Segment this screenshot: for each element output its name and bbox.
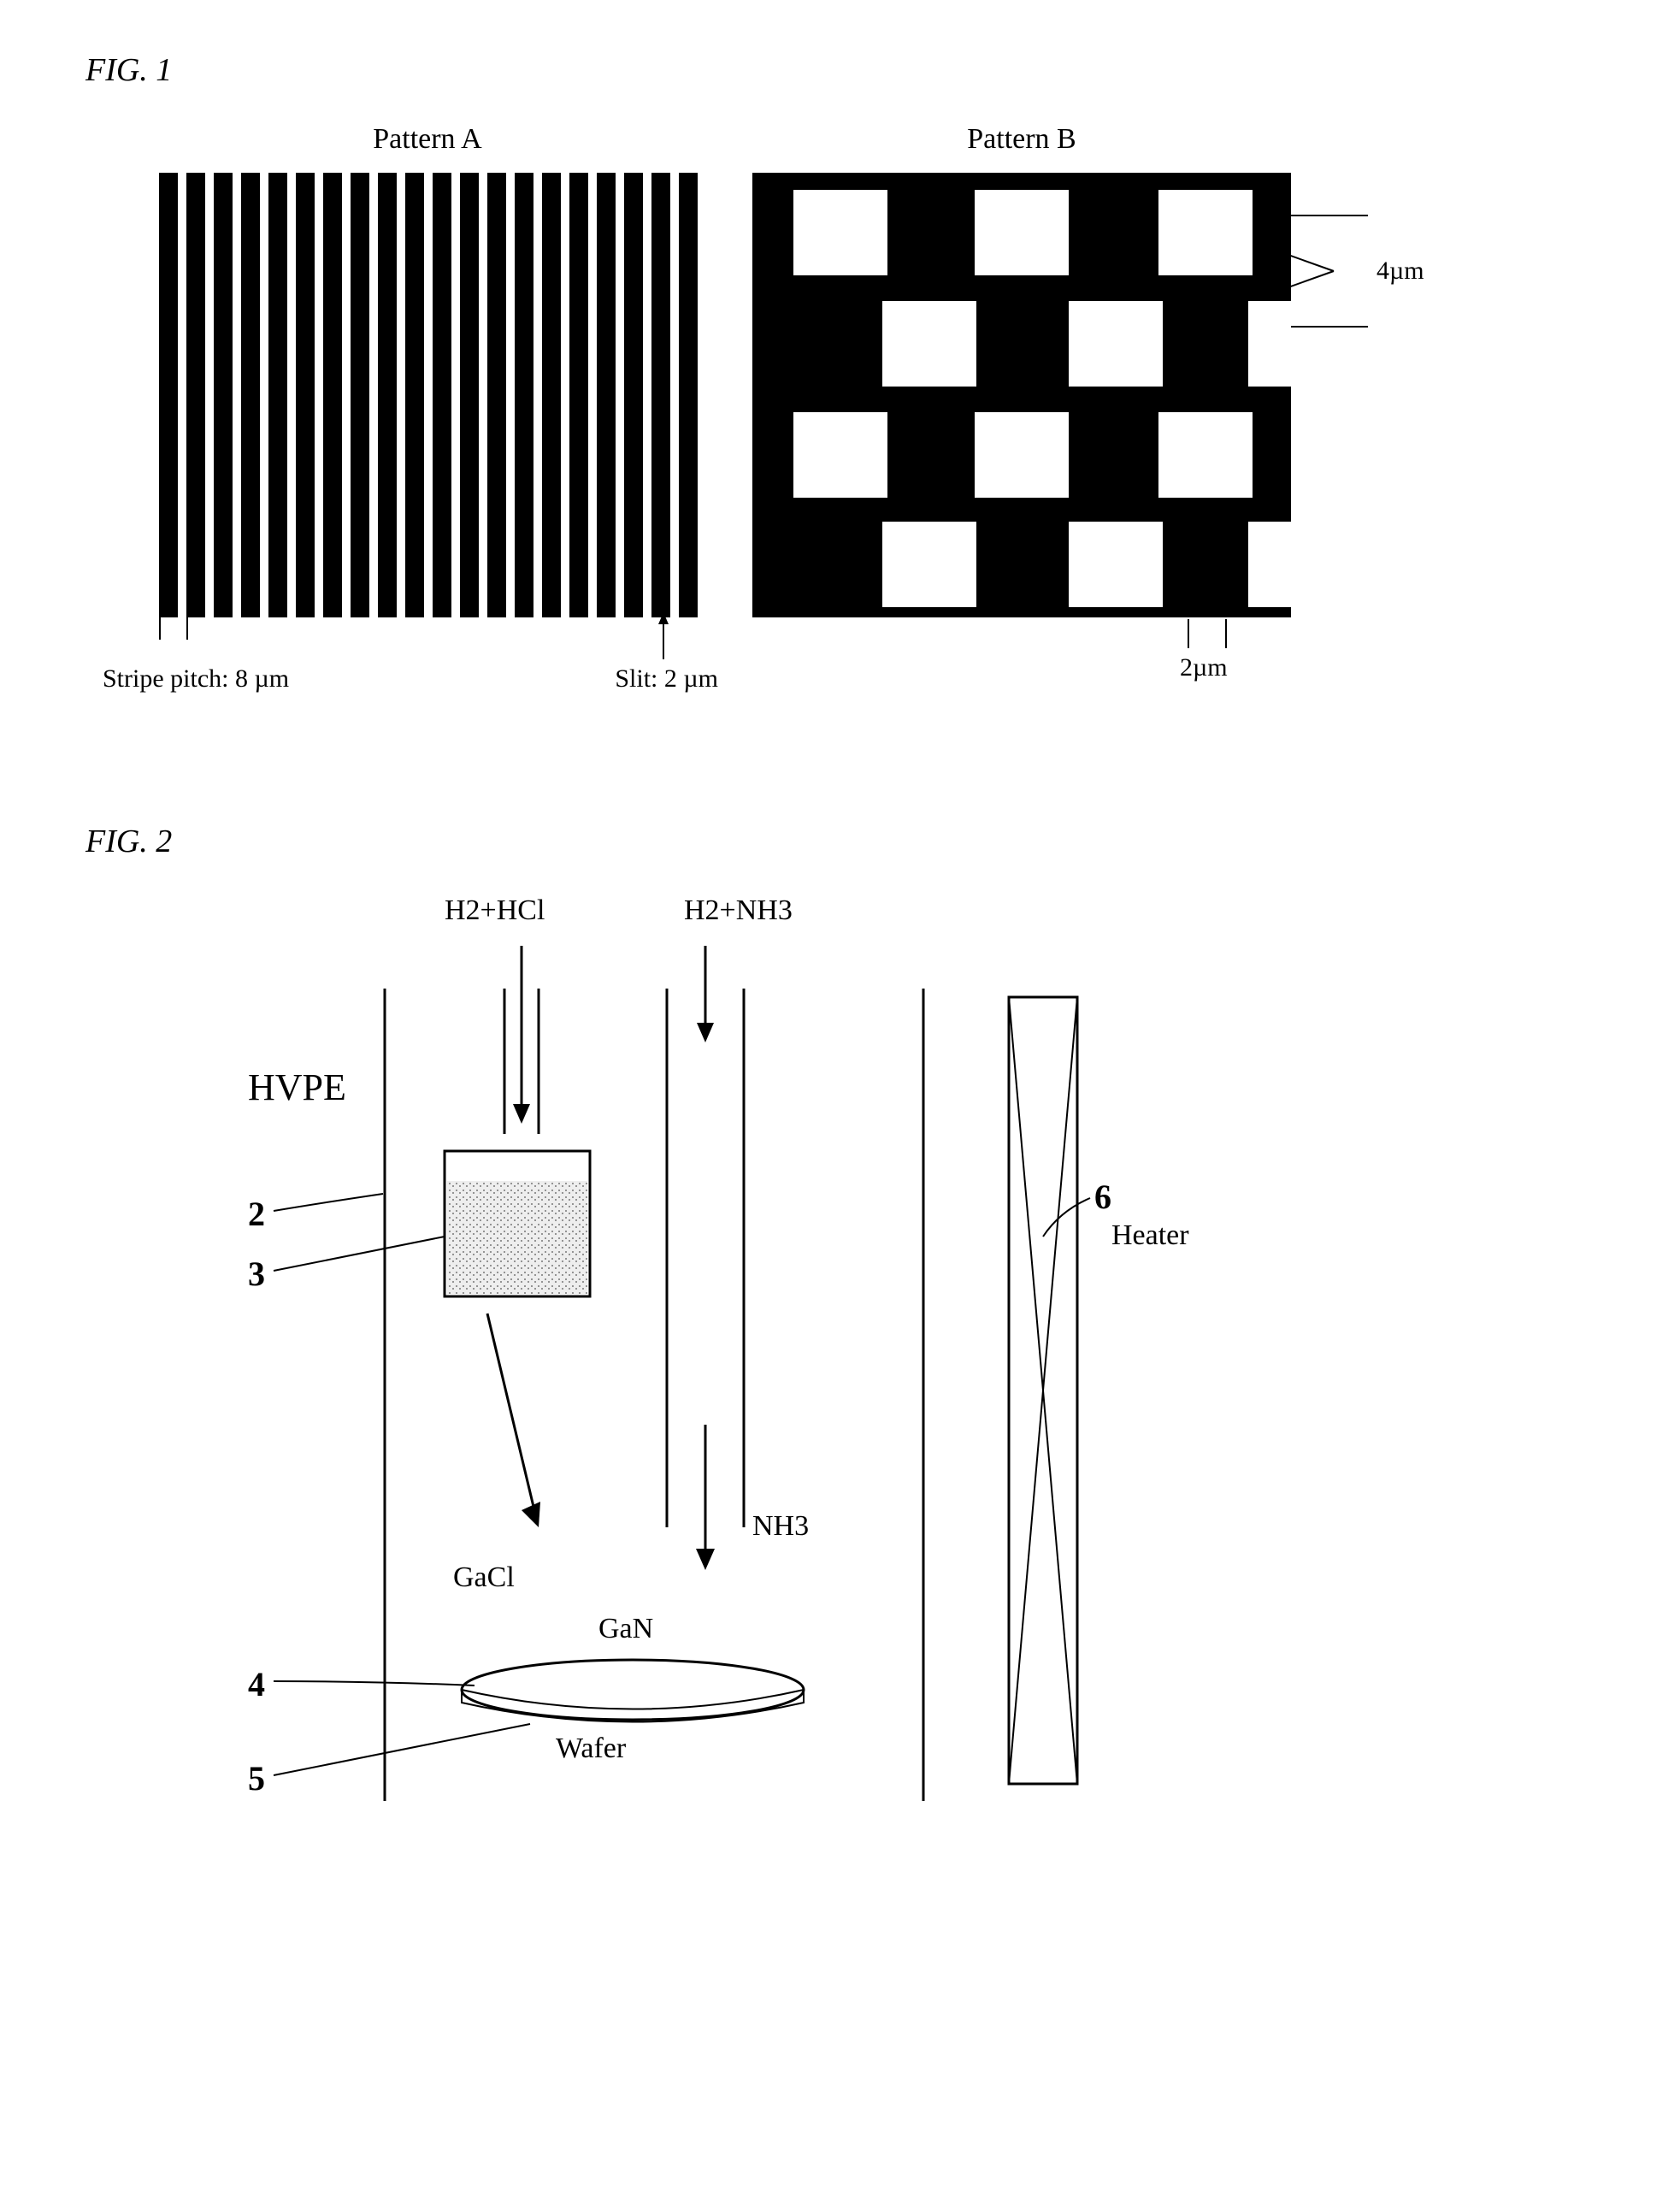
- dim-2um: 2µm: [1180, 653, 1228, 682]
- pattern-b-square: [975, 190, 1069, 275]
- pattern-b-square: [793, 412, 887, 498]
- figure-1: FIG. 1 Pattern A Stripe pitch: 8 µm: [85, 51, 1595, 720]
- wafer-label: Wafer: [556, 1733, 626, 1765]
- callout-4: 4: [248, 1664, 265, 1704]
- method-label: HVPE: [248, 1066, 346, 1109]
- pattern-b-bottom-dim: 2µm: [1180, 623, 1351, 678]
- heater-label: Heater: [1111, 1219, 1189, 1252]
- pattern-b-right-dim: 4µm: [1300, 207, 1471, 382]
- gan-label: GaN: [598, 1613, 653, 1645]
- dim-4um: 4µm: [1376, 257, 1424, 286]
- fig2-diagram: [188, 894, 1385, 1852]
- gas1-label: H2+HCl: [445, 894, 545, 927]
- slit-arrow: [646, 612, 681, 668]
- pattern-b-square: [882, 301, 976, 387]
- pattern-b-square: [1069, 522, 1163, 607]
- fig2-content: H2+HCl H2+NH3 HVPE 2 3 4 5 6 GaCl NH3 Ga…: [85, 894, 1595, 1852]
- pattern-a-column: Pattern A Stripe pitch: 8 µm Slit:: [154, 123, 701, 720]
- callout-3: 3: [248, 1254, 265, 1294]
- nh3-label: NH3: [752, 1510, 809, 1543]
- pattern-b-title: Pattern B: [967, 123, 1076, 156]
- pattern-b-square: [1158, 412, 1253, 498]
- pitch-ticks: [159, 614, 210, 648]
- pattern-a-annotations: Stripe pitch: 8 µm Slit: 2 µm: [154, 617, 701, 720]
- pattern-b-square: [1248, 522, 1291, 607]
- callout-6: 6: [1094, 1177, 1111, 1217]
- fig2-label: FIG. 2: [85, 823, 1595, 860]
- pattern-b-square: [1069, 301, 1163, 387]
- pattern-b-square: [882, 522, 976, 607]
- gas2-label: H2+NH3: [684, 894, 793, 927]
- gacl-label: GaCl: [453, 1562, 515, 1594]
- pattern-b-diagram: [752, 173, 1291, 617]
- pattern-b-square: [975, 412, 1069, 498]
- fig1-content: Pattern A Stripe pitch: 8 µm Slit:: [85, 123, 1595, 720]
- callout-2: 2: [248, 1194, 265, 1234]
- pattern-a-diagram: [154, 173, 701, 617]
- stripe-pitch-label: Stripe pitch: 8 µm: [103, 664, 289, 694]
- pattern-b-square: [1158, 190, 1253, 275]
- fig1-label: FIG. 1: [85, 51, 1595, 89]
- pattern-b-square: [1248, 301, 1291, 387]
- callout-5: 5: [248, 1758, 265, 1798]
- figure-2: FIG. 2 H2+HCl H2+NH3 HVPE 2 3 4 5 6 GaCl…: [85, 823, 1595, 1852]
- pattern-b-column: Pattern B 4µm: [752, 123, 1291, 617]
- pattern-a-title: Pattern A: [373, 123, 481, 156]
- slit-label: Slit: 2 µm: [615, 664, 718, 694]
- pattern-b-square: [793, 190, 887, 275]
